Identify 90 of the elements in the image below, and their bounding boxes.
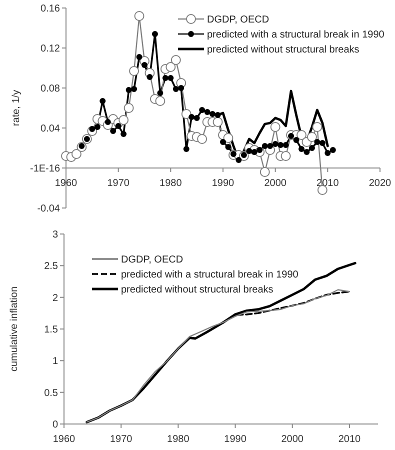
point bbox=[223, 133, 234, 143]
point bbox=[214, 112, 221, 118]
legend-label: DGDP, OECD bbox=[121, 254, 184, 266]
point bbox=[278, 142, 284, 148]
point bbox=[319, 140, 326, 146]
point bbox=[210, 111, 216, 117]
point bbox=[131, 86, 138, 92]
y-tick-label: 2 bbox=[52, 292, 58, 304]
point bbox=[168, 75, 174, 81]
legend-label: predicted without structural breaks bbox=[121, 284, 274, 296]
y-tick-label: 3 bbox=[52, 230, 58, 240]
point bbox=[220, 139, 226, 145]
point bbox=[272, 141, 278, 147]
legend-label: predicted with a structural break in 1990 bbox=[121, 270, 299, 280]
x-tick-label: 2010 bbox=[338, 434, 362, 445]
point bbox=[225, 144, 232, 150]
y-axis-title: cumulative inflation bbox=[9, 286, 20, 372]
point bbox=[236, 157, 242, 163]
point bbox=[306, 132, 317, 142]
point bbox=[330, 147, 336, 153]
x-tick-label: 1960 bbox=[52, 434, 76, 445]
point bbox=[296, 130, 306, 140]
point bbox=[166, 62, 176, 72]
point bbox=[129, 66, 140, 76]
point bbox=[152, 31, 158, 37]
point bbox=[188, 114, 195, 120]
point bbox=[280, 151, 291, 161]
point bbox=[260, 167, 270, 177]
point bbox=[178, 85, 184, 91]
y-tick-label: 2.5 bbox=[44, 261, 58, 272]
point bbox=[204, 109, 210, 115]
point bbox=[142, 62, 148, 68]
point bbox=[267, 143, 274, 149]
legend-label: DGDP, OECD bbox=[207, 14, 270, 26]
point bbox=[312, 122, 322, 132]
x-tick-label: 2000 bbox=[264, 178, 287, 189]
point bbox=[314, 139, 320, 145]
x-tick-label: 1990 bbox=[224, 434, 247, 445]
y-tick-label: 1.5 bbox=[44, 324, 58, 336]
x-tick-label: 1980 bbox=[167, 434, 190, 445]
point bbox=[162, 75, 168, 81]
point bbox=[146, 74, 153, 80]
point bbox=[124, 103, 134, 113]
y-tick-label: -0.04 bbox=[37, 204, 60, 214]
y-tick-label: 0 bbox=[52, 420, 58, 430]
point bbox=[246, 148, 252, 154]
point bbox=[126, 87, 132, 93]
legend-label: predicted with a structural break in 1990 bbox=[207, 30, 385, 40]
point bbox=[199, 107, 206, 113]
point bbox=[324, 150, 331, 156]
point bbox=[308, 145, 315, 151]
x-tick-label: 2000 bbox=[281, 434, 304, 445]
y-tick-label: 0.08 bbox=[40, 84, 60, 94]
y-axis-title: rate, 1/y bbox=[11, 90, 22, 126]
x-tick-label: 1970 bbox=[110, 434, 133, 445]
point bbox=[194, 115, 200, 121]
point bbox=[293, 137, 300, 143]
legend-label: predicted without structural breaks bbox=[207, 44, 360, 56]
point bbox=[172, 86, 179, 92]
y-tick-label: 1 bbox=[52, 356, 58, 368]
x-tick-label: 1990 bbox=[212, 178, 235, 189]
point bbox=[298, 146, 304, 152]
point bbox=[94, 124, 100, 130]
point bbox=[181, 109, 192, 119]
point bbox=[134, 11, 144, 21]
point bbox=[136, 54, 142, 60]
point bbox=[183, 146, 190, 152]
point bbox=[157, 90, 164, 96]
y-tick-label: -1E-16 bbox=[30, 164, 60, 174]
point bbox=[71, 149, 82, 159]
point bbox=[170, 55, 181, 65]
point bbox=[270, 122, 280, 132]
point bbox=[100, 98, 106, 104]
y-tick-label: 0.5 bbox=[44, 388, 58, 399]
x-tick-label: 1980 bbox=[160, 178, 182, 189]
point bbox=[197, 134, 208, 144]
point bbox=[118, 115, 129, 125]
point bbox=[282, 142, 289, 148]
point bbox=[262, 143, 268, 149]
point bbox=[304, 149, 310, 155]
point bbox=[120, 131, 127, 137]
x-tick-label: 1970 bbox=[107, 178, 130, 189]
point bbox=[212, 117, 223, 127]
point bbox=[115, 123, 122, 129]
y-tick-label: 0.12 bbox=[40, 44, 60, 54]
point bbox=[110, 128, 116, 134]
x-tick-label: 2020 bbox=[368, 178, 392, 189]
y-tick-label: 0.16 bbox=[40, 4, 60, 14]
point bbox=[155, 96, 166, 106]
y-tick-label: 0.04 bbox=[40, 124, 60, 134]
